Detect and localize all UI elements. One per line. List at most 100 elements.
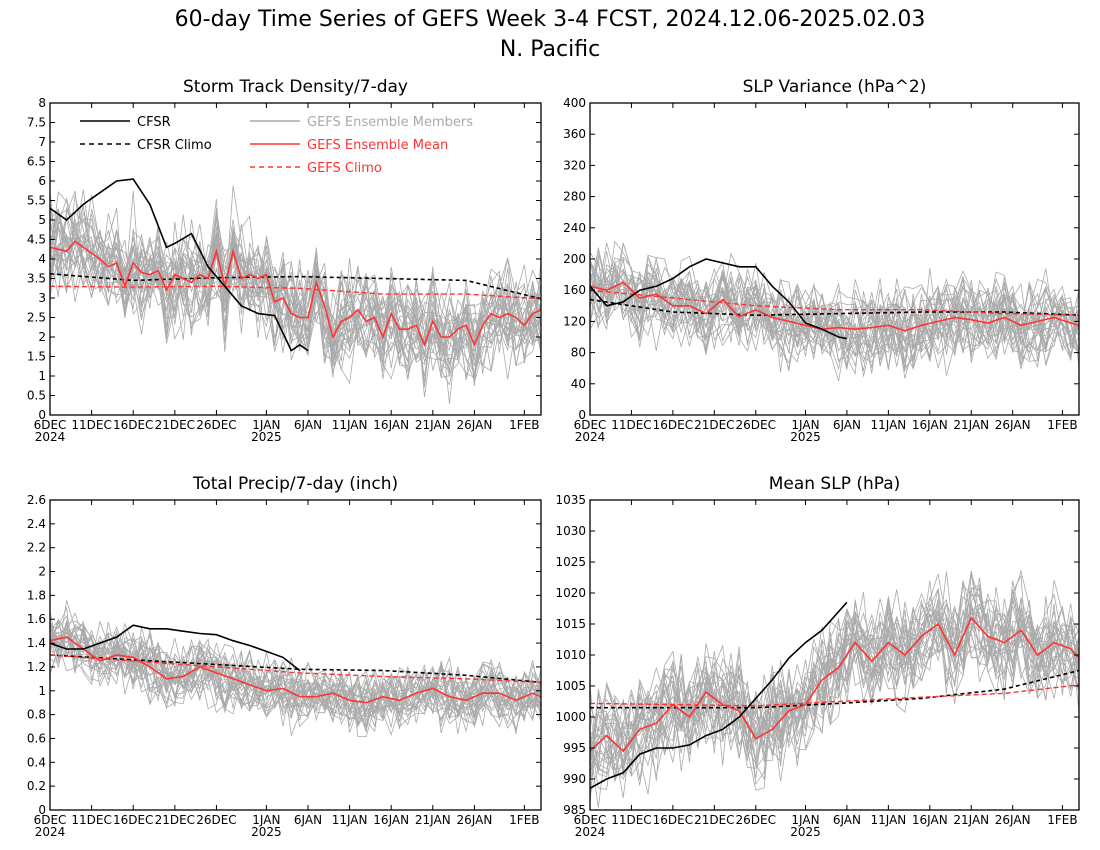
x-tick-label: 1JAN [791, 418, 819, 432]
y-tick-label: 1.8 [27, 588, 46, 602]
y-tick-label: 40 [571, 377, 586, 391]
plot-area [590, 569, 1079, 808]
y-tick-label: 985 [563, 803, 586, 817]
x-tick-year-label: 2025 [251, 430, 282, 444]
y-tick-label: 2 [38, 330, 46, 344]
legend-label-members: GEFS Ensemble Members [307, 115, 473, 130]
x-tick-label: 11JAN [870, 813, 906, 827]
figure-title: 60-day Time Series of GEFS Week 3-4 FCST… [175, 7, 926, 32]
x-tick-label: 26DEC [196, 813, 236, 827]
y-tick-label: 240 [563, 221, 586, 235]
series-gefs-climo [590, 289, 1079, 316]
ensemble-member-line [590, 613, 1079, 778]
y-tick-label: 0.8 [27, 708, 46, 722]
y-tick-label: 2 [38, 565, 46, 579]
y-tick-label: 7.5 [27, 116, 46, 130]
y-tick-label: 0.2 [27, 779, 46, 793]
y-tick-label: 1005 [555, 679, 586, 693]
x-tick-label: 1FEB [1047, 813, 1077, 827]
ensemble-member-line [50, 615, 541, 724]
y-tick-label: 200 [563, 252, 586, 266]
series-cfsr [590, 601, 848, 789]
x-tick-label: 16DEC [113, 418, 153, 432]
y-tick-label: 320 [563, 158, 586, 172]
x-tick-label: 11JAN [870, 418, 906, 432]
panel-title: SLP Variance (hPa^2) [743, 77, 927, 97]
x-tick-label: 21JAN [953, 813, 989, 827]
x-tick-label: 11DEC [71, 418, 111, 432]
ensemble-member-line [50, 214, 541, 362]
x-tick-year-label: 2024 [35, 825, 66, 839]
y-tick-label: 1030 [555, 524, 586, 538]
x-tick-label: 21JAN [953, 418, 989, 432]
x-tick-label: 21DEC [155, 813, 195, 827]
series-cfsr [50, 624, 301, 672]
x-tick-label: 16JAN [912, 813, 948, 827]
x-tick-label: 6JAN [294, 813, 322, 827]
x-tick-label: 6DEC [574, 813, 607, 827]
x-tick-label: 21DEC [155, 418, 195, 432]
series-cfsr-climo [590, 298, 1079, 317]
x-tick-label: 1JAN [252, 418, 280, 432]
y-tick-label: 0.5 [27, 389, 46, 403]
x-tick-year-label: 2024 [35, 430, 66, 444]
series-gefs-ensemble-mean [50, 240, 541, 348]
panel-title: Total Precip/7-day (inch) [192, 474, 398, 494]
y-tick-label: 400 [563, 96, 586, 110]
x-tick-label: 6DEC [34, 813, 67, 827]
ensemble-member-line [590, 270, 1079, 369]
x-tick-label: 6DEC [34, 418, 67, 432]
y-tick-label: 0 [38, 408, 46, 422]
y-tick-label: 995 [563, 741, 586, 755]
x-tick-label: 21DEC [694, 813, 734, 827]
x-tick-label: 21DEC [694, 418, 734, 432]
y-tick-label: 160 [563, 283, 586, 297]
x-tick-year-label: 2024 [575, 430, 606, 444]
y-tick-label: 0 [38, 803, 46, 817]
x-tick-label: 11JAN [332, 813, 368, 827]
x-tick-label: 6DEC [574, 418, 607, 432]
y-tick-label: 2.2 [27, 541, 46, 555]
plot-area [590, 240, 1079, 382]
ensemble-member-line [50, 620, 541, 721]
x-tick-label: 6JAN [294, 418, 322, 432]
x-tick-label: 1JAN [252, 813, 280, 827]
x-tick-label: 26DEC [196, 418, 236, 432]
x-tick-label: 16JAN [373, 813, 409, 827]
y-tick-label: 1020 [555, 586, 586, 600]
ensemble-member-line [50, 629, 541, 727]
series-cfsr [50, 178, 309, 352]
y-tick-label: 0.4 [27, 755, 46, 769]
y-tick-label: 1.5 [27, 350, 46, 364]
y-tick-label: 0.6 [27, 731, 46, 745]
y-tick-label: 80 [571, 346, 586, 360]
y-tick-label: 1015 [555, 617, 586, 631]
ensemble-member-line [50, 195, 541, 384]
y-tick-label: 3 [38, 291, 46, 305]
ensemble-member-line [590, 268, 1079, 368]
panel-1: Storm Track Density/7-day 0 0.5 1 1.5 2 2.5 3 3.… [27, 77, 542, 444]
y-tick-label: 1 [38, 684, 46, 698]
y-tick-label: 5.5 [27, 194, 46, 208]
y-tick-label: 1000 [555, 710, 586, 724]
y-tick-label: 360 [563, 127, 586, 141]
panel-3: Total Precip/7-day (inch)00.20.40.60.811… [27, 474, 542, 839]
x-tick-label: 6JAN [833, 813, 861, 827]
ensemble-member-line [50, 210, 541, 372]
y-tick-label: 1010 [555, 648, 586, 662]
legend-label-cfsr-climo: CFSR Climo [137, 138, 212, 153]
y-tick-label: 1035 [555, 493, 586, 507]
x-tick-label: 26JAN [995, 418, 1031, 432]
y-tick-label: 280 [563, 190, 586, 204]
x-tick-label: 1FEB [509, 813, 539, 827]
ensemble-member-line [590, 603, 1079, 763]
series-gefs-climo [50, 285, 541, 300]
panel-title: Mean SLP (hPa) [769, 474, 901, 494]
y-tick-label: 1 [38, 369, 46, 383]
ensemble-member-line [590, 247, 1079, 370]
x-tick-label: 16DEC [653, 813, 693, 827]
x-tick-label: 26JAN [457, 418, 493, 432]
y-tick-label: 6.5 [27, 155, 46, 169]
y-tick-label: 1.6 [27, 612, 46, 626]
x-tick-label: 16JAN [373, 418, 409, 432]
